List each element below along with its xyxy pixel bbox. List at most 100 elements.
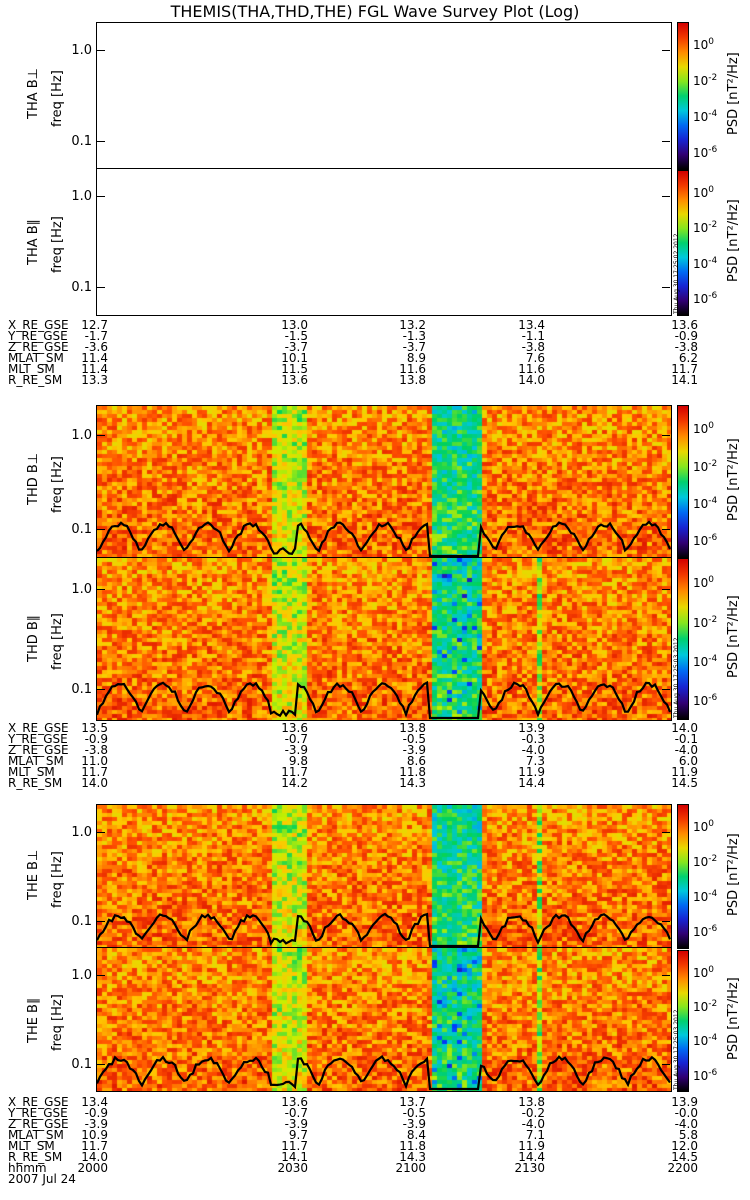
freq-axis-label: freq [Hz] bbox=[50, 613, 65, 670]
ephemeris-value: -3.9 bbox=[284, 1117, 308, 1131]
ephemeris-row-label: MLAT_SM bbox=[8, 351, 64, 365]
ephemeris-table: X_RE_GSE 13.5 13.6 13.8 13.9 14.0 Y_RE_GSE -0.9… bbox=[8, 721, 698, 790]
colorbar-tick-label: 10-2 bbox=[693, 72, 717, 87]
ephemeris-value: 8.6 bbox=[406, 754, 426, 768]
ytick-mark-right bbox=[662, 832, 670, 833]
colorbar-tick-label: 100 bbox=[693, 818, 714, 833]
ephemeris-row: X_RE_GSE 12.7 13.0 13.2 13.4 13.6 bbox=[8, 318, 698, 332]
freq-axis-label: freq [Hz] bbox=[50, 993, 65, 1051]
ephemeris-value: 14.1 bbox=[281, 1150, 308, 1164]
ephemeris-value: 13.3 bbox=[81, 373, 108, 387]
timestamp-stamp: Thu Aug 30 17:25:03 2012 bbox=[673, 638, 680, 718]
panel-label: THD B∥ bbox=[26, 614, 41, 662]
ephemeris-value: 14.1 bbox=[671, 373, 698, 387]
ytick-mark bbox=[97, 1064, 105, 1065]
spectrogram-cells bbox=[97, 948, 671, 1091]
colorbar-tick-base: 10 bbox=[693, 292, 709, 306]
ephemeris-row: MLAT_SM 11.4 10.1 8.9 7.6 6.2 bbox=[8, 351, 698, 365]
ephemeris-value: -0.0 bbox=[674, 1106, 698, 1120]
ephemeris-value: -0.1 bbox=[674, 732, 698, 746]
ephemeris-row-label: MLAT_SM bbox=[8, 1128, 64, 1142]
ytick-mark-right bbox=[662, 1064, 670, 1065]
ephemeris-value: 11.4 bbox=[81, 351, 108, 365]
ytick-mark bbox=[97, 529, 105, 530]
ephemeris-row: Y_RE_GSE -0.9 -0.7 -0.5 -0.3 -0.1 bbox=[8, 732, 698, 746]
ephemeris-value: 5.8 bbox=[678, 1128, 698, 1142]
colorbar-tick-exponent: 0 bbox=[708, 185, 715, 196]
freq-axis-label: freq [Hz] bbox=[50, 850, 65, 908]
colorbar-tick-exponent: -6 bbox=[708, 924, 718, 935]
ephemeris-row-label: Y_RE_GSE bbox=[8, 1106, 68, 1120]
ephemeris-value: 13.4 bbox=[81, 1095, 108, 1109]
ephemeris-value: 13.6 bbox=[281, 373, 308, 387]
colorbar-tick-base: 10 bbox=[693, 925, 709, 940]
colorbar-tick-label: 10-6 bbox=[693, 290, 717, 305]
colorbar-tick-label: 10-2 bbox=[693, 458, 717, 473]
colorbar-tick-label: 10-4 bbox=[693, 495, 717, 510]
ephemeris-row: Y_RE_GSE -0.9 -0.7 -0.5 -0.2 -0.0 bbox=[8, 1106, 698, 1120]
ephemeris-value: 7.3 bbox=[525, 754, 545, 768]
ephemeris-table: X_RE_GSE 12.7 13.0 13.2 13.4 13.6 Y_RE_GSE -1.7… bbox=[8, 318, 698, 387]
ephemeris-value: 14.5 bbox=[671, 776, 698, 790]
colorbar-tick-exponent: -4 bbox=[708, 653, 718, 664]
ephemeris-row: MLAT_SM 10.9 9.7 8.4 7.1 5.8 bbox=[8, 1128, 698, 1142]
ephemeris-row-label: Z_RE_GSE bbox=[8, 1117, 69, 1131]
ephemeris-value: 7.6 bbox=[525, 351, 545, 365]
colorbar-tick-label: 10-2 bbox=[693, 219, 717, 234]
ytick-label: 1.0 bbox=[71, 189, 92, 204]
spectrogram-tha-perp bbox=[96, 22, 672, 170]
freq-axis-label: freq [Hz] bbox=[50, 456, 65, 513]
ephemeris-value: -0.9 bbox=[84, 1106, 108, 1120]
ephemeris-value: -0.7 bbox=[284, 732, 308, 746]
ephemeris-value: 2100 bbox=[395, 1161, 426, 1175]
ephemeris-value: 13.5 bbox=[81, 721, 108, 735]
colorbar-tick-exponent: -2 bbox=[708, 73, 718, 84]
colorbar-tick-label: 10-6 bbox=[693, 1067, 717, 1082]
ytick-mark bbox=[97, 832, 105, 833]
ephemeris-value: 6.2 bbox=[678, 351, 698, 365]
trace-path bbox=[97, 1055, 671, 1091]
ephemeris-value: 13.9 bbox=[518, 721, 545, 735]
ephemeris-row: X_RE_GSE 13.5 13.6 13.8 13.9 14.0 bbox=[8, 721, 698, 735]
fce-trace-line bbox=[97, 680, 671, 720]
colorbar-label: PSD [nT²/Hz] bbox=[726, 595, 741, 678]
ephemeris-value: 2000 bbox=[77, 1161, 108, 1175]
colorbar-tick-base: 10 bbox=[693, 999, 709, 1014]
colorbar bbox=[677, 405, 689, 559]
ephemeris-value: 11.0 bbox=[81, 754, 108, 768]
ephemeris-value: 13.6 bbox=[281, 721, 308, 735]
freq-axis-label: freq [Hz] bbox=[50, 70, 65, 127]
colorbar-tick-exponent: 0 bbox=[708, 819, 715, 830]
ephemeris-value: -0.5 bbox=[402, 732, 426, 746]
colorbar-tick-exponent: -2 bbox=[708, 998, 718, 1009]
ephemeris-value: 14.0 bbox=[81, 776, 108, 790]
ephemeris-value: -3.8 bbox=[521, 340, 545, 354]
ephemeris-value: 14.3 bbox=[399, 1150, 426, 1164]
ephemeris-row-label: X_RE_GSE bbox=[8, 318, 69, 332]
panel-label: THE B⊥ bbox=[26, 849, 41, 900]
ephemeris-row-label: Y_RE_GSE bbox=[8, 732, 68, 746]
ephemeris-value: 11.9 bbox=[518, 765, 545, 779]
colorbar-tick-label: 10-2 bbox=[693, 998, 717, 1013]
ephemeris-value: -0.3 bbox=[521, 732, 545, 746]
colorbar-tick-exponent: -6 bbox=[708, 533, 718, 543]
colorbar-tick-base: 10 bbox=[693, 221, 709, 236]
ephemeris-value: 10.9 bbox=[81, 1128, 108, 1142]
ephemeris-value: 13.9 bbox=[671, 1095, 698, 1109]
ephemeris-value: 2200 bbox=[667, 1161, 698, 1175]
ephemeris-value: -1.7 bbox=[84, 329, 108, 343]
ephemeris-value: -4.0 bbox=[674, 743, 698, 757]
ytick-mark-right bbox=[662, 921, 670, 922]
trace-path bbox=[97, 520, 671, 558]
colorbar-tick-base: 10 bbox=[693, 109, 709, 124]
colorbar-tick-exponent: -4 bbox=[708, 889, 718, 900]
colorbar-tick-base: 10 bbox=[693, 38, 709, 53]
colorbar bbox=[677, 950, 689, 1092]
ephemeris-value: -3.9 bbox=[284, 743, 308, 757]
ytick-label: 0.1 bbox=[71, 134, 92, 149]
ephemeris-value: 13.8 bbox=[399, 721, 426, 735]
colorbar-tick-exponent: -6 bbox=[708, 291, 718, 301]
ephemeris-row: Z_RE_GSE -3.8 -3.9 -3.9 -4.0 -4.0 bbox=[8, 743, 698, 757]
ephemeris-value: 14.0 bbox=[518, 373, 545, 387]
colorbar-tick-base: 10 bbox=[693, 890, 709, 905]
